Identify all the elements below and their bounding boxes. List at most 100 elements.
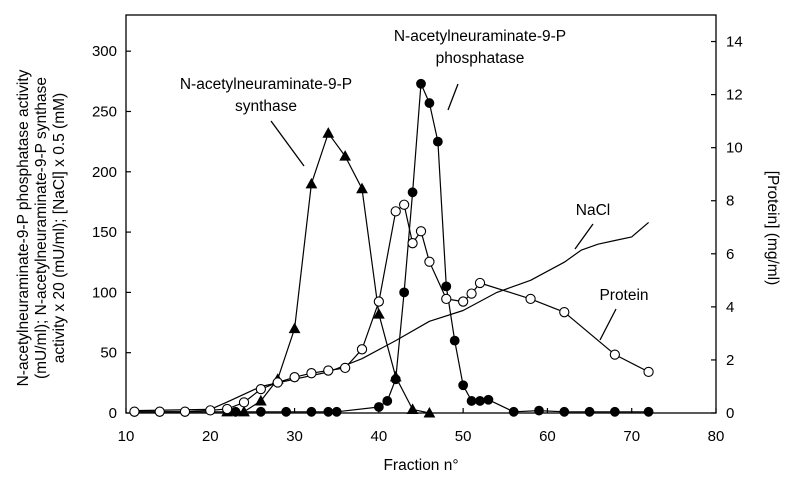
- phosphatase-point: [643, 406, 654, 417]
- left-axis-title-line-1: N-acetylneuraminate-9-P phosphatase acti…: [15, 69, 32, 386]
- phosphatase-point: [466, 396, 477, 406]
- protein-point: [415, 226, 427, 237]
- protein-point: [255, 383, 267, 395]
- protein-point: [289, 372, 300, 383]
- annotation-synthase: N-acetylneuraminate-9-P synthase: [180, 76, 352, 167]
- annotation-phosphatase-line-2: phosphatase: [436, 50, 525, 67]
- x-tick-label: 50: [455, 428, 472, 445]
- protein-point: [306, 368, 317, 379]
- phosphatase-point: [609, 406, 620, 417]
- protein-point: [457, 296, 469, 307]
- synthase-point: [254, 394, 267, 406]
- phosphatase-point: [441, 281, 452, 292]
- x-tick-label: 20: [202, 428, 219, 445]
- annotation-protein-label: Protein: [599, 287, 648, 304]
- phosphatase-point: [331, 406, 342, 417]
- left-axis-title: N-acetylneuraminate-9-P phosphatase acti…: [15, 69, 68, 386]
- phosphatase-point: [483, 394, 494, 405]
- plot-frame: [125, 14, 717, 414]
- x-tick-label: 70: [623, 428, 640, 445]
- synthase-point: [389, 370, 402, 382]
- phosphatase-point: [458, 380, 469, 391]
- annotation-phosphatase-line-1: N-acetylneuraminate-9-P: [394, 28, 566, 45]
- right-axis-title: [Protein] (mg/ml): [764, 171, 781, 286]
- y2-tick-label: 0: [726, 405, 734, 422]
- x-tick-label: 40: [371, 428, 388, 445]
- protein-point: [154, 406, 165, 417]
- phosphatase-point: [449, 335, 460, 346]
- y2-tick-label: 6: [726, 246, 734, 263]
- annotation-nacl: NaCl: [574, 202, 610, 250]
- x-tick-label: 10: [118, 428, 135, 445]
- phosphatase-point: [584, 406, 595, 417]
- phosphatase-point: [559, 406, 570, 417]
- protein-point: [424, 256, 435, 267]
- phosphatase-point: [399, 287, 410, 298]
- phosphatase-point: [382, 396, 393, 406]
- synthase-point: [238, 405, 250, 417]
- synthase-point: [322, 127, 335, 138]
- y2-tick-label: 8: [726, 193, 734, 210]
- y2-tick-label: 4: [726, 299, 734, 316]
- phosphatase-point: [424, 98, 435, 108]
- left-axis-title-line-3: activity x 20 (mU/ml); [NaCl] x 0.5 (mM): [51, 93, 68, 363]
- synthase-point: [372, 308, 385, 319]
- y-tick-label: 200: [92, 164, 117, 181]
- phosphatase-point: [230, 406, 241, 417]
- series-lines: [134, 83, 649, 414]
- annotation-synthase-leader: [270, 120, 305, 167]
- protein-point: [272, 377, 283, 388]
- left-axis-title-line-2: (mU/ml); N-acetylneuraminate-9-P synthas…: [33, 77, 50, 379]
- y2-tick-label: 12: [726, 87, 743, 104]
- phosphatase-point: [534, 405, 544, 416]
- x-tick-label: 60: [539, 428, 556, 445]
- annotation-synthase-line-1: N-acetylneuraminate-9-P: [180, 76, 352, 93]
- x-tick-label: 80: [708, 428, 725, 445]
- protein-point: [609, 349, 621, 360]
- protein-point: [129, 406, 140, 417]
- protein-point: [390, 206, 401, 217]
- protein-point: [205, 405, 216, 416]
- series-line-3: [134, 221, 649, 412]
- x-axis-title: Fraction n°: [383, 457, 458, 474]
- protein-point: [525, 293, 536, 305]
- annotation-synthase-line-2: synthase: [235, 98, 297, 115]
- protein-point: [466, 288, 477, 299]
- protein-point: [643, 366, 654, 378]
- phosphatase-point: [281, 406, 292, 417]
- y-tick-label: 0: [109, 405, 117, 422]
- protein-point: [474, 277, 486, 289]
- y-tick-label: 300: [92, 43, 117, 60]
- phosphatase-point: [475, 396, 485, 406]
- protein-point: [221, 403, 233, 415]
- synthase-point: [288, 322, 301, 334]
- phosphatase-point: [432, 136, 443, 147]
- annotation-phosphatase-leader: [447, 83, 459, 111]
- synthase-point: [423, 406, 436, 418]
- series-markers: [129, 78, 654, 418]
- y2-tick-label: 2: [726, 352, 734, 369]
- annotation-nacl-leader: [574, 223, 594, 250]
- protein-point: [373, 296, 385, 307]
- y-tick-label: 150: [92, 224, 117, 241]
- y-tick-label: 100: [92, 284, 117, 301]
- phosphatase-point: [407, 187, 418, 198]
- annotation-phosphatase: N-acetylneuraminate-9-P phosphatase: [394, 28, 566, 111]
- protein-point: [407, 238, 418, 249]
- annotation-protein-leader: [599, 308, 617, 341]
- synthase-point: [305, 177, 318, 189]
- protein-point: [398, 199, 410, 210]
- synthase-point: [356, 182, 368, 194]
- protein-point: [238, 397, 250, 408]
- phosphatase-point: [416, 78, 426, 89]
- phosphatase-point: [306, 406, 317, 417]
- protein-point: [179, 406, 191, 417]
- synthase-point: [406, 403, 419, 414]
- annotation-nacl-label: NaCl: [576, 202, 610, 219]
- phosphatase-point: [255, 406, 266, 417]
- phosphatase-point: [323, 406, 334, 417]
- annotation-protein: Protein: [599, 287, 649, 341]
- y2-tick-label: 10: [726, 140, 743, 157]
- y2-tick-label: 14: [726, 34, 743, 51]
